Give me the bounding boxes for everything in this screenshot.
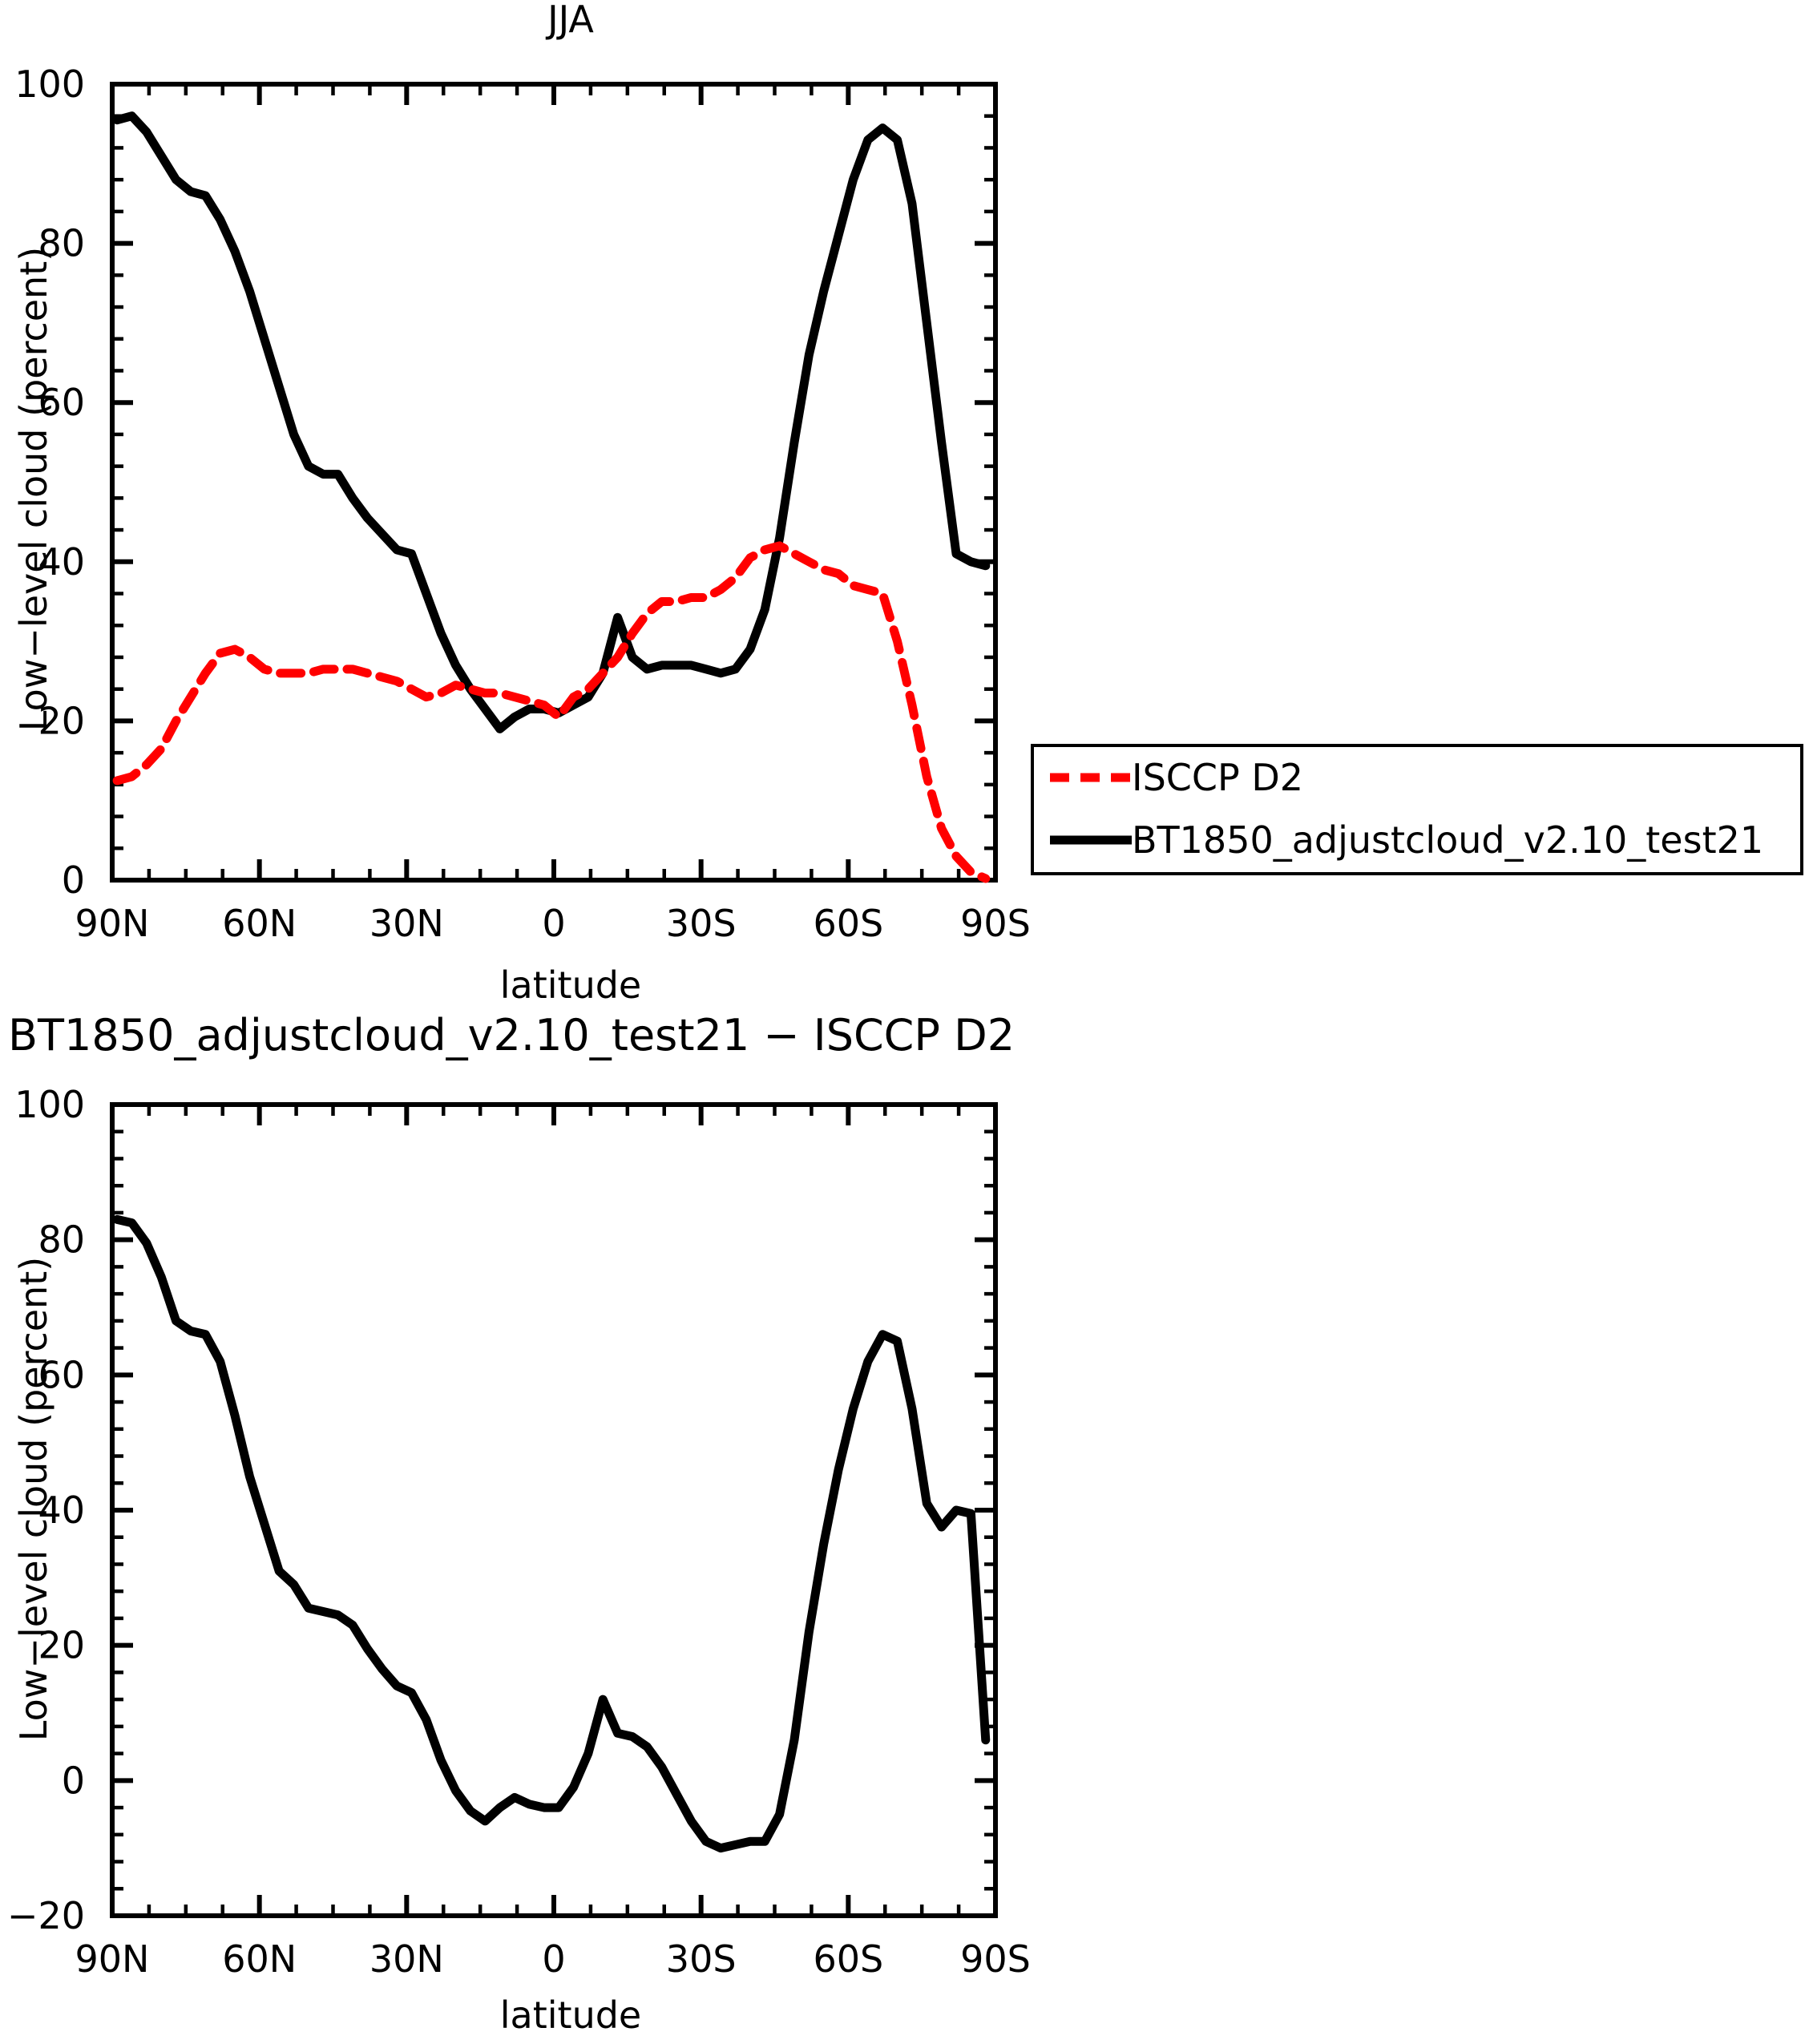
top-ytick-label: 0 [62,858,85,902]
top-xtick-label: 90N [75,902,150,945]
top-xtick-label: 90S [960,902,1031,945]
top-xtick-label: 60N [222,902,297,945]
top-chart-panel: JJA 90N 60N 30N 0 30S 60S 90S 0 20 40 60 80 100 lati… [12,0,1803,1007]
top-ytick-label: 80 [38,222,85,265]
bottom-xtick-label: 30S [666,1937,737,1981]
bottom-ytick-label: 60 [38,1353,85,1396]
bottom-ytick-label: 40 [38,1489,85,1532]
legend-box [1031,744,1803,875]
bottom-chart-svg: 90N 60N 30N 0 30S 60S 90S −20 0 20 40 60 80 100 latit… [7,1083,1031,2037]
top-xtick-label: 60S [813,902,883,945]
top-ytick-label: 60 [38,381,85,424]
top-ytick-label: 20 [38,699,85,742]
legend-label-isccp: ISCCP D2 [1132,756,1303,799]
legend: ISCCP D2 BT1850_adjustcloud_v2.10_test21 [1031,744,1803,875]
bottom-series-0 [112,1214,991,1853]
top-y-axis-label: Low−level cloud (percent) [12,247,55,731]
bottom-xtick-label: 60N [222,1937,297,1981]
top-ytick-label: 40 [38,540,85,584]
top-series-0 [112,111,991,733]
top-series-1 [112,541,991,883]
bottom-chart-axes: 90N 60N 30N 0 30S 60S 90S −20 0 20 40 60 80 100 [7,1083,1031,1981]
top-chart-svg: JJA 90N 60N 30N 0 30S 60S 90S 0 20 40 60 80 100 lati… [12,0,1803,1007]
bottom-ytick-label: 80 [38,1218,85,1262]
top-chart-axes: 90N 60N 30N 0 30S 60S 90S 0 20 40 60 80 100 [14,63,1031,945]
top-xtick-label: 30S [666,902,737,945]
top-chart-curves [112,111,991,883]
difference-plot-title: BT1850_adjustcloud_v2.10_test21 − ISCCP … [8,1010,1015,1060]
bottom-xtick-label: 90N [75,1937,150,1981]
bottom-xtick-label: 0 [542,1937,565,1981]
bottom-xtick-label: 90S [960,1937,1031,1981]
top-xtick-label: 0 [542,902,565,945]
legend-label-model: BT1850_adjustcloud_v2.10_test21 [1132,818,1763,862]
bottom-ytick-label: −20 [7,1894,85,1937]
top-x-axis-label: latitude [500,963,641,1007]
bottom-x-axis-label: latitude [500,1994,641,2037]
bottom-ytick-label: 20 [38,1624,85,1667]
bottom-chart-panel: 90N 60N 30N 0 30S 60S 90S −20 0 20 40 60 80 100 latit… [0,1034,1813,2044]
bottom-ytick-label: 100 [14,1083,85,1126]
bottom-chart-curves [112,1214,991,1853]
bottom-xtick-label: 60S [813,1937,883,1981]
bottom-xtick-label: 30N [369,1937,444,1981]
bottom-y-axis-label: Low−level cloud (percent) [12,1257,55,1741]
top-ytick-label: 100 [14,63,85,106]
bottom-ytick-label: 0 [62,1759,85,1802]
top-chart-title: JJA [545,0,594,41]
middle-title-svg: BT1850_adjustcloud_v2.10_test21 − ISCCP … [8,1010,1015,1060]
top-xtick-label: 30N [369,902,444,945]
middle-title-container: BT1850_adjustcloud_v2.10_test21 − ISCCP … [0,1008,1813,1064]
